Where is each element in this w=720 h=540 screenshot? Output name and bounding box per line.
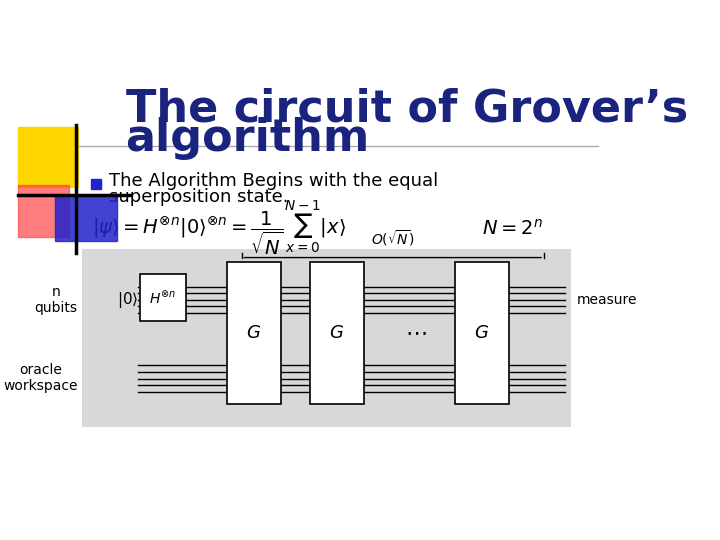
Bar (18, 185, 69, 237)
FancyBboxPatch shape (140, 274, 186, 321)
FancyBboxPatch shape (310, 262, 364, 404)
Text: n
qubits: n qubits (35, 285, 78, 315)
Text: The circuit of Grover’s: The circuit of Grover’s (125, 87, 688, 131)
Text: $G$: $G$ (246, 324, 261, 342)
FancyBboxPatch shape (227, 262, 281, 404)
Text: oracle
workspace: oracle workspace (3, 363, 78, 393)
Text: $G$: $G$ (329, 324, 344, 342)
Text: $N = 2^n$: $N = 2^n$ (482, 219, 543, 239)
Text: $|\psi\rangle = H^{\otimes n}|0\rangle^{\otimes n} = \dfrac{1}{\sqrt{N}}\sum_{x=: $|\psi\rangle = H^{\otimes n}|0\rangle^{… (92, 199, 346, 258)
Text: algorithm: algorithm (125, 117, 370, 160)
Text: $|0\rangle$: $|0\rangle$ (117, 290, 139, 310)
Bar (83, 249, 572, 428)
Text: $G$: $G$ (474, 324, 490, 342)
Text: measure: measure (577, 293, 638, 307)
Bar (91, 179, 101, 189)
Text: $O(\sqrt{N})$: $O(\sqrt{N})$ (371, 228, 415, 248)
Bar (18, 127, 78, 187)
FancyBboxPatch shape (455, 262, 509, 404)
Text: The Algorithm Begins with the equal: The Algorithm Begins with the equal (109, 172, 438, 190)
Text: superposition state.: superposition state. (109, 188, 289, 206)
Text: $H^{\otimes n}$: $H^{\otimes n}$ (149, 289, 176, 306)
Bar (55, 195, 117, 241)
Text: $\cdots$: $\cdots$ (405, 322, 426, 342)
